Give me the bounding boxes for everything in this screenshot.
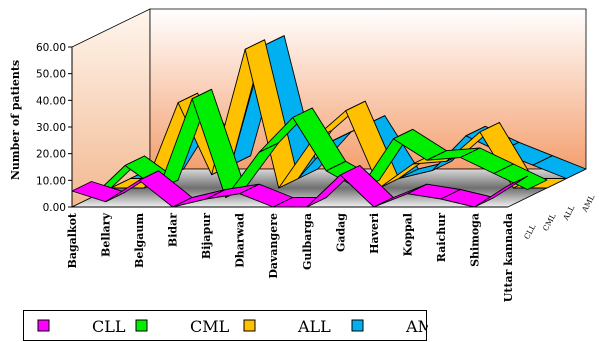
series-cll-segment: [474, 175, 528, 208]
series-cml-segment: [493, 163, 548, 190]
x-tick-label: Davangere: [267, 213, 280, 279]
legend-label: AML: [405, 317, 428, 336]
series-cml-ribbon: [91, 88, 548, 198]
y-tick-label: 0.00: [43, 202, 66, 214]
legend-label: CLL: [92, 317, 126, 336]
y-axis-label: Number of patients: [9, 60, 22, 180]
x-tick-label: Belgaum: [133, 213, 146, 268]
x-tick-label: Raichur: [435, 213, 448, 262]
y-tick-label: 40.00: [36, 95, 66, 107]
legend-swatch: [135, 319, 148, 332]
x-tick-label: Bagalkot: [66, 212, 79, 268]
legend-item-cml: CML: [135, 317, 230, 336]
x-tick-label: Shimoga: [468, 213, 481, 267]
x-tick-label: Gulbarga: [301, 213, 314, 270]
x-tick-label: Uttar kannada: [502, 213, 515, 302]
legend-label: CML: [190, 317, 230, 336]
x-tick-label: Bidar: [167, 213, 180, 247]
x-tick-label: Bellary: [100, 212, 113, 257]
y-tick-label: 60.00: [36, 42, 66, 54]
depth-axis-label: ALL: [561, 204, 577, 223]
y-tick-label: 10.00: [36, 175, 66, 187]
x-tick-label: Haveri: [368, 213, 381, 254]
legend-label: ALL: [297, 317, 331, 336]
legend-item-cll: CLL: [37, 317, 126, 336]
y-tick-label: 20.00: [36, 149, 66, 161]
x-tick-label: Bijapur: [200, 213, 213, 259]
depth-axis-label: CLL: [522, 223, 537, 241]
y-tick-label: 30.00: [36, 122, 66, 134]
legend-swatch: [351, 319, 364, 332]
x-tick-label: Koppal: [401, 213, 414, 256]
series-cll-ribbon: [71, 165, 528, 208]
legend-swatch: [37, 319, 50, 332]
depth-axis-label: CML: [541, 212, 558, 232]
legend-swatch: [243, 319, 256, 332]
legend-item-aml: AML: [351, 317, 428, 336]
depth-axis-label: AML: [580, 193, 597, 214]
legend: CLL CML ALL AML: [23, 310, 428, 341]
series-aml-segment: [532, 155, 587, 179]
x-tick-label: Dharwad: [234, 213, 247, 268]
x-tick-label: Gadag: [334, 213, 347, 252]
legend-item-all: ALL: [243, 317, 331, 336]
y-tick-label: 50.00: [36, 69, 66, 81]
